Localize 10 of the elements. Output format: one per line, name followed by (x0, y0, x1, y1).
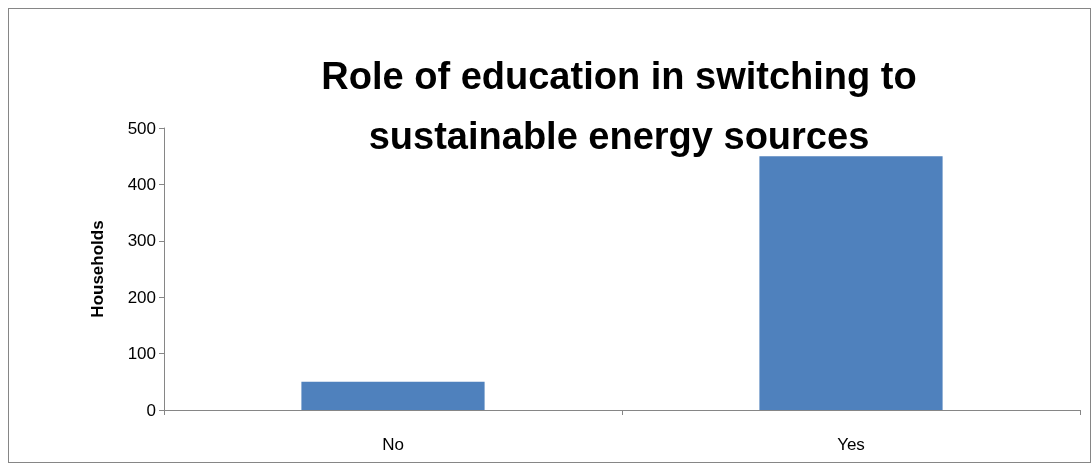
chart-title: Role of education in switching to sustainable energy sources (321, 55, 917, 157)
y-tick-label: 500 (127, 118, 156, 138)
y-axis-title: Households (88, 220, 107, 318)
y-tick-label: 200 (127, 287, 156, 307)
y-tick-label: 300 (127, 231, 156, 251)
y-tick-label: 100 (127, 344, 156, 364)
x-tick-label: Yes (837, 435, 865, 454)
y-tick-label: 400 (127, 174, 156, 194)
y-tick-label: 0 (146, 400, 156, 420)
x-tick-label: No (382, 435, 404, 454)
